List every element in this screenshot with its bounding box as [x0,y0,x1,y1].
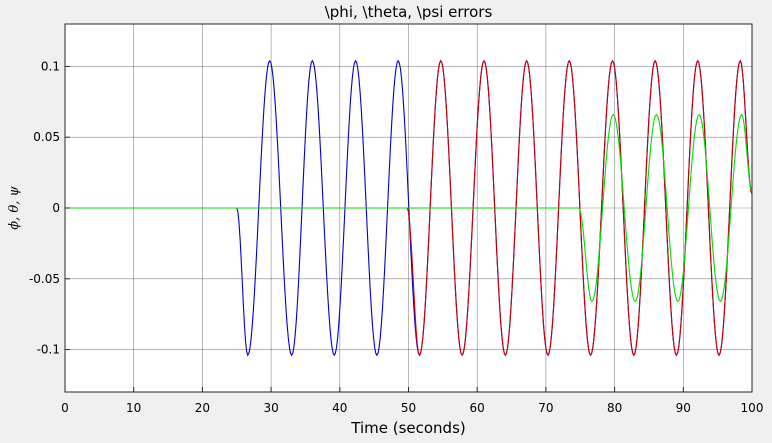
x-tick-label: 50 [401,401,416,415]
y-tick-label: 0.1 [41,59,60,73]
y-tick-label: -0.05 [29,272,60,286]
x-tick-label: 80 [607,401,622,415]
x-tick-label: 40 [332,401,347,415]
x-tick-label: 30 [263,401,278,415]
x-tick-label: 20 [195,401,210,415]
y-tick-label: 0 [52,201,60,215]
grid [65,24,752,392]
series-line-3 [65,113,753,303]
x-axis-ticks: 0 10 20 30 40 50 60 70 80 90 100 [61,387,763,415]
x-tick-label: 60 [470,401,485,415]
y-axis-label: ϕ, θ, ψ [7,185,22,229]
x-tick-label: 10 [126,401,141,415]
y-tick-label: 0.05 [33,130,60,144]
y-axis-ticks: 0.1 0.05 0 -0.05 -0.1 [29,59,70,357]
x-tick-label: 100 [741,401,764,415]
x-axis-label: Time (seconds) [350,419,466,437]
series-layer [65,59,753,357]
y-tick-label: -0.1 [37,343,60,357]
chart-title: \phi, \theta, \psi errors [325,3,493,21]
x-tick-label: 90 [676,401,691,415]
x-tick-label: 70 [538,401,553,415]
x-tick-label: 0 [61,401,69,415]
